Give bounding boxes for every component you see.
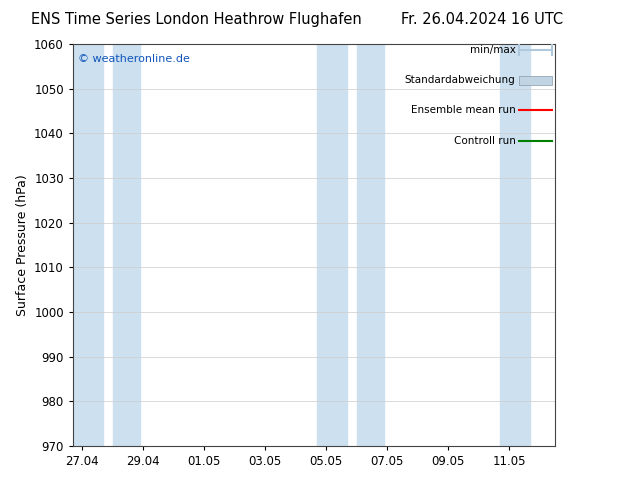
Text: min/max: min/max (470, 45, 515, 55)
Text: Controll run: Controll run (453, 136, 515, 146)
Text: Standardabweichung: Standardabweichung (404, 75, 515, 85)
Text: Fr. 26.04.2024 16 UTC: Fr. 26.04.2024 16 UTC (401, 12, 563, 27)
Text: Ensemble mean run: Ensemble mean run (411, 105, 515, 116)
Bar (113, 44, 140, 446)
Bar (356, 44, 384, 446)
Bar (500, 44, 531, 446)
Bar (73, 44, 103, 446)
Bar (317, 44, 347, 446)
Text: ENS Time Series London Heathrow Flughafen: ENS Time Series London Heathrow Flughafe… (31, 12, 362, 27)
Y-axis label: Surface Pressure (hPa): Surface Pressure (hPa) (16, 174, 29, 316)
Text: © weatheronline.de: © weatheronline.de (78, 54, 190, 64)
